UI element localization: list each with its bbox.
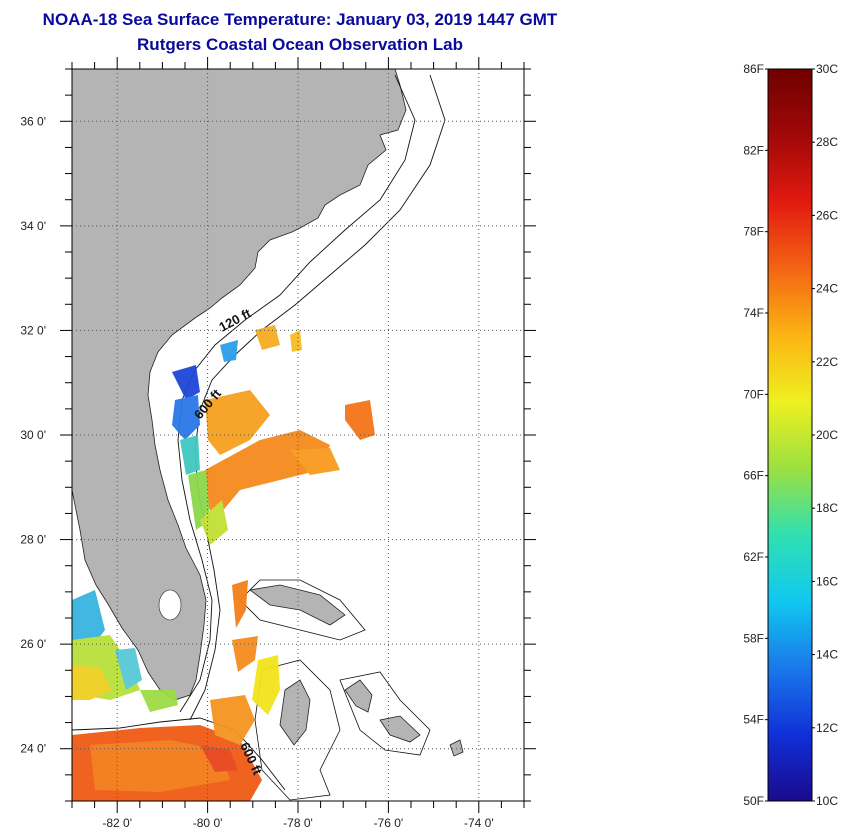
sst-patch-andros-west	[252, 655, 280, 715]
colorbar-f-label: 50F	[743, 794, 764, 808]
sst-data-layer	[72, 325, 375, 801]
colorbar-f-label: 78F	[743, 225, 764, 239]
sst-patch-carolina-far	[290, 330, 302, 352]
lon-tick-label: -80 0'	[193, 816, 223, 830]
colorbar-c-label: 14C	[816, 648, 838, 662]
colorbar-c-label: 10C	[816, 794, 838, 808]
sst-patch-shelf-cape-canaveral	[200, 500, 228, 545]
colorbar-c-label: 22C	[816, 355, 838, 369]
contour-600ft-south	[72, 717, 286, 791]
colorbar-f-label: 66F	[743, 469, 764, 483]
contour-600ft	[189, 74, 446, 721]
lon-tick-label: -78 0'	[283, 816, 313, 830]
colorbar-c-label: 28C	[816, 135, 838, 149]
sst-patch-shelf-florida	[180, 435, 200, 475]
lake-okeechobee	[158, 589, 182, 621]
graticule	[72, 69, 524, 801]
colorbar-f-label: 86F	[743, 62, 764, 76]
lat-tick-label: 28 0'	[20, 533, 46, 547]
bahamas-cat-island	[449, 739, 464, 757]
map-title: NOAA-18 Sea Surface Temperature: January…	[42, 10, 558, 29]
lon-tick-label: -76 0'	[374, 816, 404, 830]
contour-bahamas-east	[339, 671, 431, 756]
land-us-southeast	[72, 69, 407, 701]
colorbar-f-label: 62F	[743, 550, 764, 564]
lon-tick-label: -74 0'	[464, 816, 494, 830]
lon-tick-label: -82 0'	[102, 816, 132, 830]
sst-patch-carolina-offshore	[255, 325, 280, 350]
sst-patch-cool-carolina	[220, 340, 238, 362]
sst-patch-mid-bahamas	[232, 636, 258, 672]
colorbar-f-label: 74F	[743, 306, 764, 320]
sst-patch-gulf-stream-north	[205, 390, 270, 455]
contour-bahamas-bank	[239, 579, 366, 641]
colorbar-f-label: 58F	[743, 631, 764, 645]
lat-tick-label: 34 0'	[20, 219, 46, 233]
colorbar-c-label: 24C	[816, 282, 838, 296]
sst-patch-offshore-mid	[290, 448, 340, 475]
colorbar-c-label: 18C	[816, 501, 838, 515]
lat-tick-label: 24 0'	[20, 742, 46, 756]
sst-patch-gulf-cool	[72, 590, 105, 650]
colorbar	[767, 68, 813, 802]
contour-bahamas-great-bank	[254, 659, 341, 801]
sst-patch-gulf-teal	[115, 648, 142, 690]
sst-patch-cool-georgia	[172, 395, 200, 440]
lat-tick-label: 26 0'	[20, 637, 46, 651]
sst-patch-gulf-yellow	[72, 665, 112, 700]
sst-patch-keys	[140, 690, 178, 712]
sst-patch-grand-bahama-west	[232, 580, 248, 628]
colorbar-f-label: 70F	[743, 387, 764, 401]
lat-tick-label: 36 0'	[20, 114, 46, 128]
sst-patch-shelf-florida-south	[188, 470, 210, 530]
bahamas-andros	[279, 679, 311, 746]
colorbar-c-label: 26C	[816, 208, 838, 222]
map-axes: 24 0' 26 0' 28 0' 30 0' 32 0' 34 0' 36 0' -82 0…	[20, 57, 536, 830]
colorbar-labels: 86F 82F 78F 74F 70F 66F 62F 58F 54F 50F 30C 28C 26C 2…	[743, 62, 838, 808]
colorbar-c-label: 16C	[816, 574, 838, 588]
lat-tick-label: 30 0'	[20, 428, 46, 442]
bahamas-eleuthera	[344, 679, 373, 713]
sst-patch-straits-inner	[90, 740, 230, 792]
colorbar-f-label: 82F	[743, 143, 764, 157]
colorbar-c-label: 12C	[816, 721, 838, 735]
colorbar-f-label: 54F	[743, 713, 764, 727]
sst-patch-straits-hot	[200, 745, 238, 772]
bahamas-exuma	[379, 715, 421, 743]
colorbar-c-label: 20C	[816, 428, 838, 442]
map-subtitle: Rutgers Coastal Ocean Observation Lab	[137, 35, 463, 54]
sst-patch-offshore-east	[345, 400, 375, 440]
sst-patch-cold-georgia	[172, 365, 200, 400]
lat-tick-label: 32 0'	[20, 323, 46, 337]
sst-patch-south-bahamas	[210, 695, 255, 745]
colorbar-c-label: 30C	[816, 62, 838, 76]
